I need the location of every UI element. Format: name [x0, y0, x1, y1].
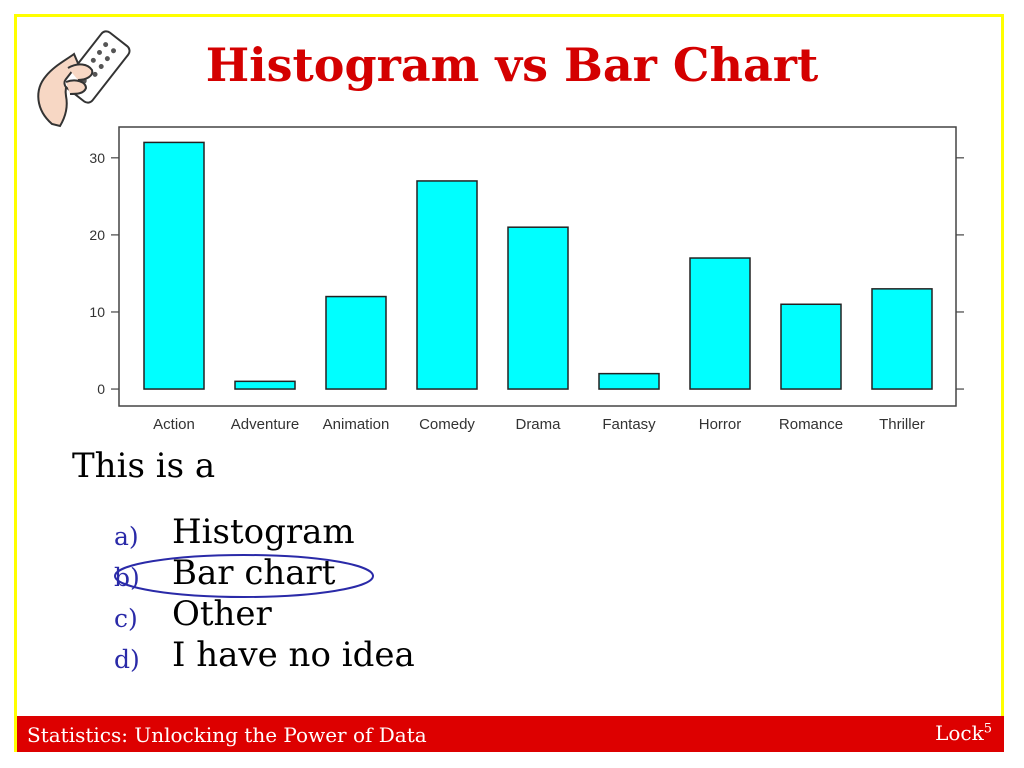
question-text: This is a	[72, 446, 216, 486]
bar-horror	[689, 257, 751, 390]
bar-drama	[507, 226, 569, 390]
y-tick-label: 10	[89, 304, 105, 320]
x-tick-label: Animation	[323, 416, 390, 433]
x-tick-label: Adventure	[231, 416, 299, 433]
bar-chart: 0 10 20 30 Action Adventure Animation Comedy Dr…	[89, 126, 964, 433]
footer-text: Statistics: Unlocking the Power of Data	[27, 723, 427, 747]
y-tick-label: 0	[97, 381, 105, 397]
x-tick-label: Fantasy	[602, 416, 656, 433]
bar-animation	[325, 295, 387, 390]
option-text: Other	[172, 594, 272, 634]
x-tick-label: Thriller	[879, 416, 925, 433]
option-text: Bar chart	[172, 553, 336, 593]
x-tick-label: Romance	[779, 416, 843, 433]
bar-romance	[780, 303, 842, 390]
option-text: Histogram	[172, 512, 355, 552]
footer-bar: Statistics: Unlocking the Power of Data …	[17, 716, 1004, 752]
slide-title: Histogram vs Bar Chart	[205, 38, 819, 92]
y-tick-label: 20	[89, 227, 105, 243]
bar-fantasy	[598, 372, 660, 390]
bar-adventure	[234, 380, 296, 390]
x-tick-label: Action	[153, 416, 195, 433]
option-letter: d)	[114, 645, 140, 674]
y-tick-label: 30	[89, 150, 105, 166]
footer-brand-name: Lock	[935, 721, 984, 745]
option-letter: a)	[114, 522, 139, 551]
x-tick-label: Drama	[515, 416, 561, 433]
option-letter: c)	[114, 604, 138, 633]
remote-control-hand-image	[37, 30, 131, 128]
bar-action	[143, 141, 205, 390]
bar-thriller	[871, 288, 933, 390]
footer-brand-superscript: 5	[983, 721, 992, 737]
plot-frame	[118, 126, 957, 407]
option-text: I have no idea	[172, 635, 415, 675]
footer-brand: Lock5	[935, 721, 992, 745]
x-tick-label: Comedy	[419, 416, 475, 433]
x-tick-label: Horror	[699, 416, 742, 433]
selected-answer-circle	[114, 554, 374, 598]
bar-comedy	[416, 180, 478, 390]
